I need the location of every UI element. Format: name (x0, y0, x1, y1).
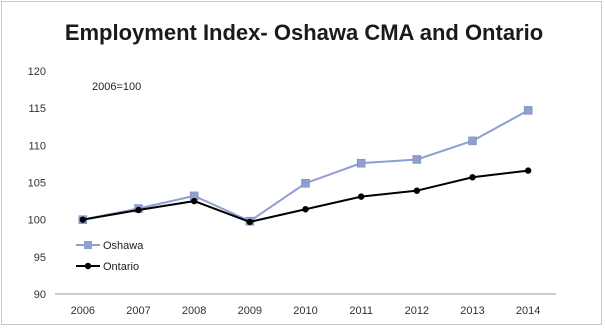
ontario-data-point (524, 167, 532, 174)
oshawa-legend-label: Oshawa (103, 240, 144, 252)
ontario-data-point (190, 197, 198, 205)
oshawa-data-point (301, 178, 310, 188)
series-layer (78, 106, 533, 226)
x-axis-ticks: 2006 2007 2008 2009 2010 2011 2012 2013 2014 (71, 305, 541, 317)
y-tick-label: 105 (28, 178, 46, 190)
y-tick-label: 110 (28, 140, 46, 152)
ontario-data-point (79, 216, 87, 223)
oshawa-data-point (412, 155, 422, 164)
y-tick-label: 90 (34, 289, 46, 301)
x-tick-label: 2014 (516, 305, 540, 317)
oshawa-data-point (356, 158, 366, 168)
y-axis-ticks: 90 95 100 105 110 115 120 (28, 66, 46, 301)
x-tick-label: 2010 (293, 305, 317, 317)
x-tick-label: 2006 (71, 305, 95, 317)
oshawa-series-line (82, 109, 529, 223)
ontario-data-point (413, 187, 421, 194)
base-year-note: 2006=100 (92, 81, 141, 93)
ontario-series-line (82, 169, 529, 223)
oshawa-data-point (468, 136, 477, 146)
chart-title: Employment Index- Oshawa CMA and Ontario (65, 20, 543, 45)
oshawa-data-point (523, 106, 533, 115)
y-tick-label: 95 (34, 252, 46, 264)
x-tick-label: 2009 (238, 305, 262, 317)
ontario-legend-label: Ontario (103, 261, 139, 273)
legend: Oshawa Ontario (76, 240, 144, 273)
ontario-data-point (469, 174, 476, 181)
ontario-legend-marker (84, 262, 92, 270)
ontario-data-point (135, 206, 142, 214)
oshawa-legend-marker (84, 241, 92, 249)
x-tick-label: 2012 (405, 305, 429, 317)
ontario-data-point (302, 206, 309, 213)
ontario-data-point (246, 218, 254, 226)
x-tick-label: 2008 (182, 305, 206, 317)
x-tick-label: 2007 (126, 305, 150, 317)
y-tick-label: 100 (28, 215, 46, 227)
y-tick-label: 115 (28, 103, 46, 115)
x-tick-label: 2011 (349, 305, 373, 317)
ontario-data-point (357, 193, 365, 200)
y-tick-label: 120 (28, 66, 46, 78)
x-tick-label: 2013 (460, 305, 484, 317)
